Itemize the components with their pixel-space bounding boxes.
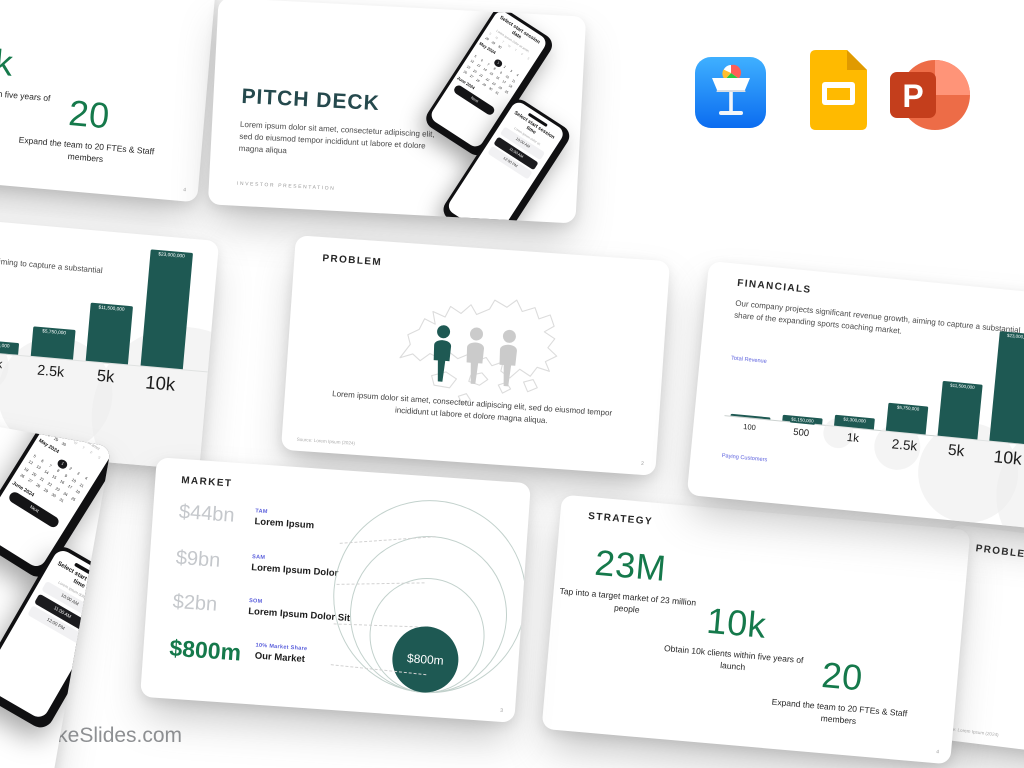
bar-500: $1,150,000 — [782, 414, 823, 425]
x-tick-2.5k: 2.5k — [36, 361, 65, 381]
bar-5k: $11,500,000 — [85, 302, 133, 365]
cover-title: PITCH DECK — [240, 84, 381, 116]
slide-title: PROBLEM — [974, 543, 1024, 562]
market-row-som: $2bn SOM Lorem Ipsum Dolor Sit — [172, 591, 351, 626]
page-number: 4 — [935, 749, 940, 756]
cover-footer: INVESTOR PRESENTATION — [236, 180, 336, 192]
page-number: 3 — [499, 707, 504, 714]
stat-value: 20 — [67, 91, 112, 137]
market-row-our-market: $800m 10% Market Share Our Market — [169, 635, 308, 672]
market-size-circles: $800m — [333, 500, 527, 694]
person-icon — [499, 329, 517, 387]
time-slot-list: 10:00 AM 11:00 AM 12:00 PM — [25, 579, 101, 645]
stat-value: 10k — [705, 599, 768, 646]
phone-mockup-time: Select start session time Lorem ipsum do… — [0, 542, 112, 733]
slide-title: PROBLEM — [322, 253, 383, 269]
brand-logo[interactable]: MakeSlides.com — [28, 724, 183, 747]
market-row-tam: $44bn TAM Lorem Ipsum — [178, 501, 315, 533]
stat-block: 20 Expand the team to 20 FTEs & Staff me… — [763, 649, 919, 733]
slide-problem: PROBLEM Lore — [280, 235, 671, 476]
bar-value-label: $1,150,000 — [789, 416, 815, 425]
cover-body: Lorem ipsum dolor sit amet, consectetur … — [238, 119, 435, 156]
bar-value-label: $11,500,000 — [97, 304, 126, 313]
x-tick-1k: 1k — [0, 357, 3, 372]
person-icon — [433, 325, 452, 382]
bar-2.5k: $5,750,000 — [30, 326, 76, 360]
svg-text:P: P — [902, 78, 923, 114]
market-value: $9bn — [175, 546, 222, 572]
stat-block: 20 Expand the team to 20 FTEs & Staff me… — [10, 87, 166, 171]
google-slides-icon — [810, 50, 867, 130]
stat-value: 23M — [593, 541, 669, 589]
slide-title: FINANCIALS — [736, 277, 812, 296]
our-market-bubble — [392, 626, 459, 693]
x-tick-1k: 1k — [846, 431, 860, 446]
bubble-value: $800m — [407, 651, 445, 668]
stat-value: 10k — [0, 37, 15, 84]
revenue-bar-chart: $1,150,000$2,300,000$5,750,000$11,500,00… — [0, 216, 220, 471]
page-number: 2 — [640, 460, 645, 467]
bar-2.5k: $5,750,000 — [885, 402, 929, 435]
x-axis-label: Paying Customers — [721, 453, 768, 464]
slide-strategy: STRATEGY 23M Tap into a target market of… — [541, 494, 971, 765]
slide-financials: FINANCIALS Our company projects signific… — [686, 260, 1024, 537]
bar-value-label: $23,000,000 — [156, 251, 187, 260]
revenue-bar-chart: Total Revenue $1,150,000 $2,300,000 $5,750… — [692, 301, 1024, 537]
bar-value-label: $5,750,000 — [895, 404, 921, 413]
powerpoint-icon: P — [890, 60, 970, 130]
slide-title: MARKET — [180, 474, 233, 490]
market-value: $44bn — [178, 500, 236, 527]
x-tick-100: 100 — [742, 421, 757, 433]
keynote-icon — [695, 57, 766, 128]
person-icon — [466, 327, 485, 385]
bar-value-label: $5,750,000 — [40, 328, 68, 337]
market-desc: Our Market — [254, 650, 306, 666]
market-value: $800m — [168, 634, 242, 666]
bar-value-label: $23,000,000 — [1005, 332, 1024, 341]
x-tick-5k: 5k — [96, 367, 115, 387]
bar-value-label: $2,300,000 — [842, 416, 868, 425]
stat-value: 20 — [820, 653, 865, 699]
source-note: Source: Lorem Ipsum (2024) — [296, 436, 356, 446]
slide-title: STRATEGY — [587, 510, 654, 528]
bar-10k: $23,000,000 — [989, 331, 1024, 445]
page-number: 4 — [182, 187, 187, 194]
market-row-sam: $9bn SAM Lorem Ipsum Dolor — [175, 547, 339, 581]
x-tick-500: 500 — [792, 426, 810, 440]
market-value: $2bn — [172, 590, 218, 616]
phone-screen: Select start session time Lorem ipsum do… — [0, 546, 112, 720]
slide-financials-left: FINANCIALS Our company projects signific… — [0, 203, 220, 471]
bar-5k: $11,500,000 — [937, 380, 983, 440]
slide-strategy-top-left: STRATEGY 23M Tap into a target market of… — [0, 0, 218, 203]
bar-value-label: $2,300,000 — [0, 341, 11, 350]
market-desc: Lorem Ipsum — [254, 516, 315, 532]
bar-1k: $2,300,000 — [0, 339, 20, 355]
slide-cover: PITCH DECK Lorem ipsum dolor sit amet, c… — [207, 0, 587, 224]
bar-100 — [730, 413, 771, 420]
person-icons — [428, 323, 522, 391]
bar-value-label: $11,500,000 — [948, 382, 976, 391]
slide-market: MARKET $44bn TAM Lorem Ipsum $9bn SAM Lo… — [140, 457, 531, 723]
x-tick-10k: 10k — [144, 371, 177, 396]
